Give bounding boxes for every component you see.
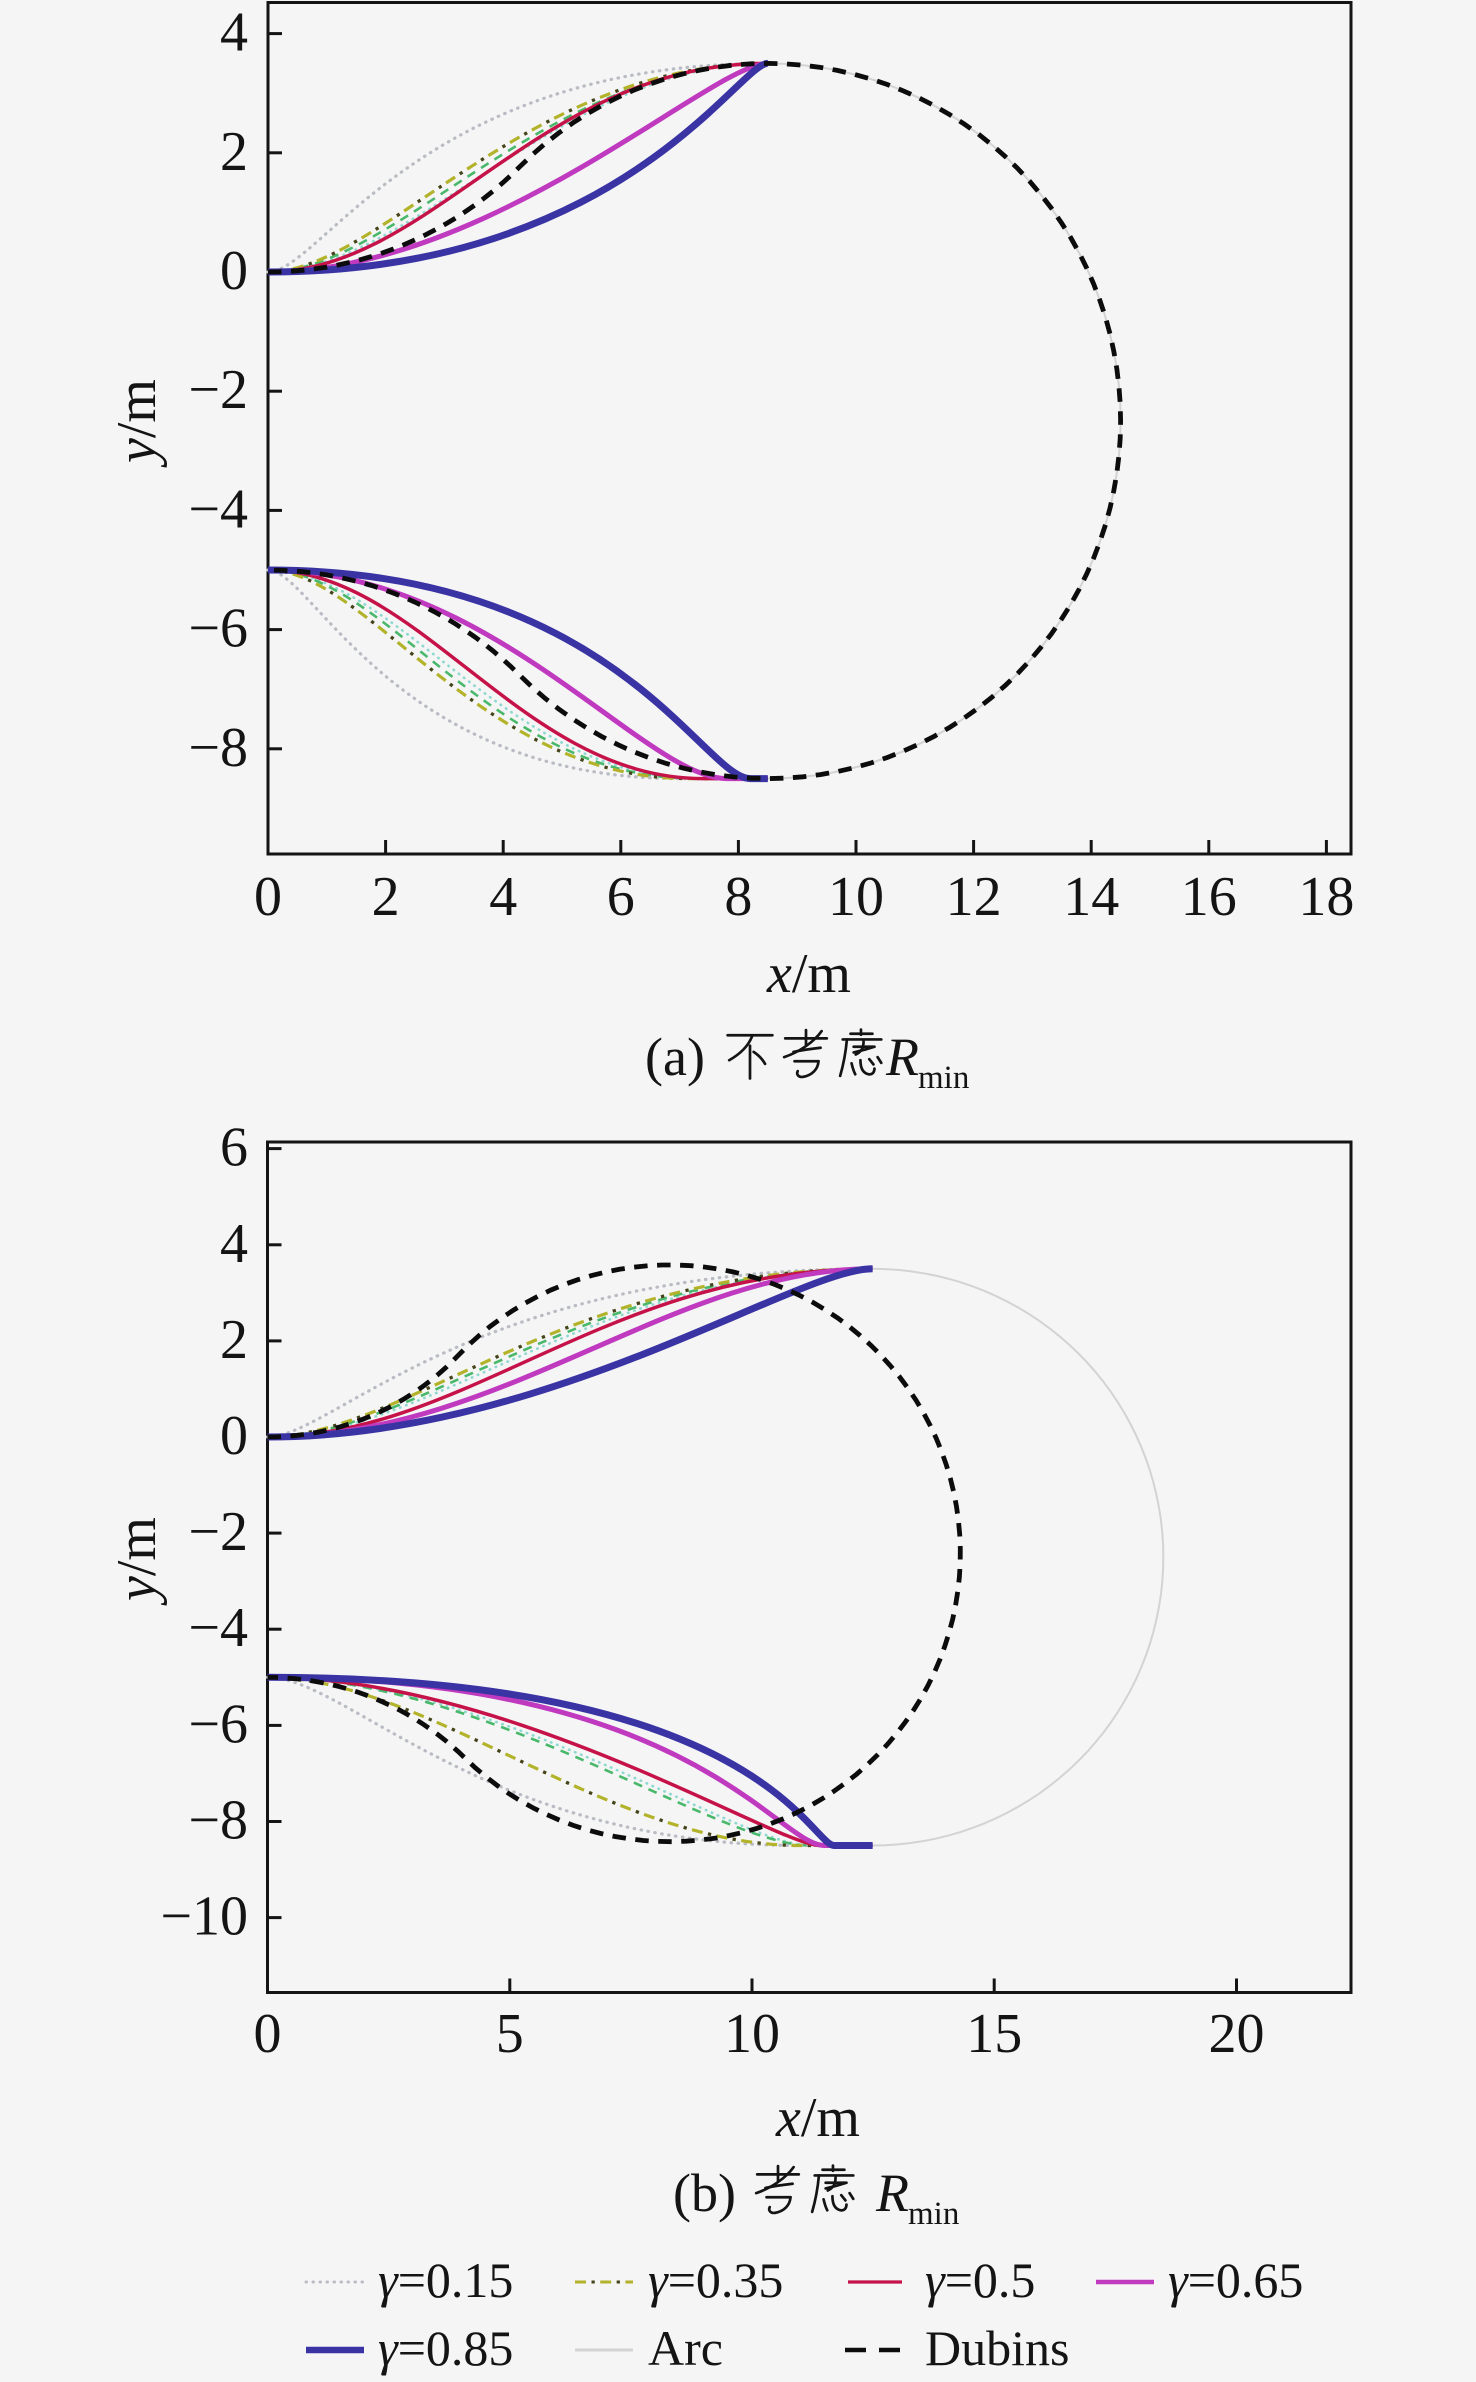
svg-text:2: 2 (372, 866, 400, 928)
svg-text:8: 8 (724, 866, 752, 928)
svg-text:−4: −4 (188, 1597, 248, 1659)
svg-text:−8: −8 (188, 1790, 248, 1852)
svg-text:x/m: x/m (766, 943, 851, 1005)
svg-text:−6: −6 (188, 1693, 248, 1755)
svg-text:2: 2 (220, 121, 248, 183)
svg-text:0: 0 (220, 240, 248, 302)
svg-text:R: R (885, 1027, 919, 1087)
svg-text:(a): (a) (645, 1027, 705, 1087)
svg-text:16: 16 (1181, 866, 1237, 928)
svg-text:18: 18 (1298, 866, 1354, 928)
svg-text:−10: −10 (160, 1886, 248, 1948)
svg-text:0: 0 (254, 866, 282, 928)
svg-text:10: 10 (828, 866, 884, 928)
svg-text:min: min (918, 1060, 969, 1096)
svg-text:−2: −2 (188, 359, 248, 421)
svg-text:γ=0.5: γ=0.5 (925, 2252, 1035, 2308)
svg-text:Arc: Arc (648, 2320, 723, 2376)
svg-text:6: 6 (607, 866, 635, 928)
svg-text:4: 4 (489, 866, 517, 928)
svg-text:4: 4 (220, 2, 248, 64)
svg-text:−6: −6 (188, 598, 248, 660)
svg-text:20: 20 (1209, 2003, 1265, 2065)
svg-text:γ=0.85: γ=0.85 (378, 2320, 513, 2376)
svg-text:R: R (875, 2163, 909, 2223)
svg-text:x/m: x/m (775, 2087, 860, 2149)
svg-text:y/m: y/m (106, 1517, 168, 1606)
svg-text:(b): (b) (673, 2163, 736, 2223)
svg-text:γ=0.15: γ=0.15 (378, 2252, 513, 2308)
svg-text:γ=0.35: γ=0.35 (648, 2252, 783, 2308)
svg-text:6: 6 (220, 1117, 248, 1179)
svg-text:−4: −4 (188, 478, 248, 540)
svg-text:y/m: y/m (106, 379, 168, 468)
svg-text:14: 14 (1063, 866, 1119, 928)
svg-text:2: 2 (220, 1309, 248, 1371)
svg-text:−8: −8 (188, 717, 248, 779)
svg-text:0: 0 (220, 1405, 248, 1467)
svg-text:4: 4 (220, 1213, 248, 1275)
svg-text:Dubins: Dubins (925, 2320, 1069, 2376)
svg-text:10: 10 (724, 2003, 780, 2065)
svg-text:15: 15 (966, 2003, 1022, 2065)
svg-text:0: 0 (254, 2003, 282, 2065)
svg-text:12: 12 (946, 866, 1002, 928)
svg-text:γ=0.65: γ=0.65 (1168, 2252, 1303, 2308)
svg-text:5: 5 (496, 2003, 524, 2065)
svg-text:min: min (908, 2196, 959, 2232)
svg-text:−2: −2 (188, 1501, 248, 1563)
